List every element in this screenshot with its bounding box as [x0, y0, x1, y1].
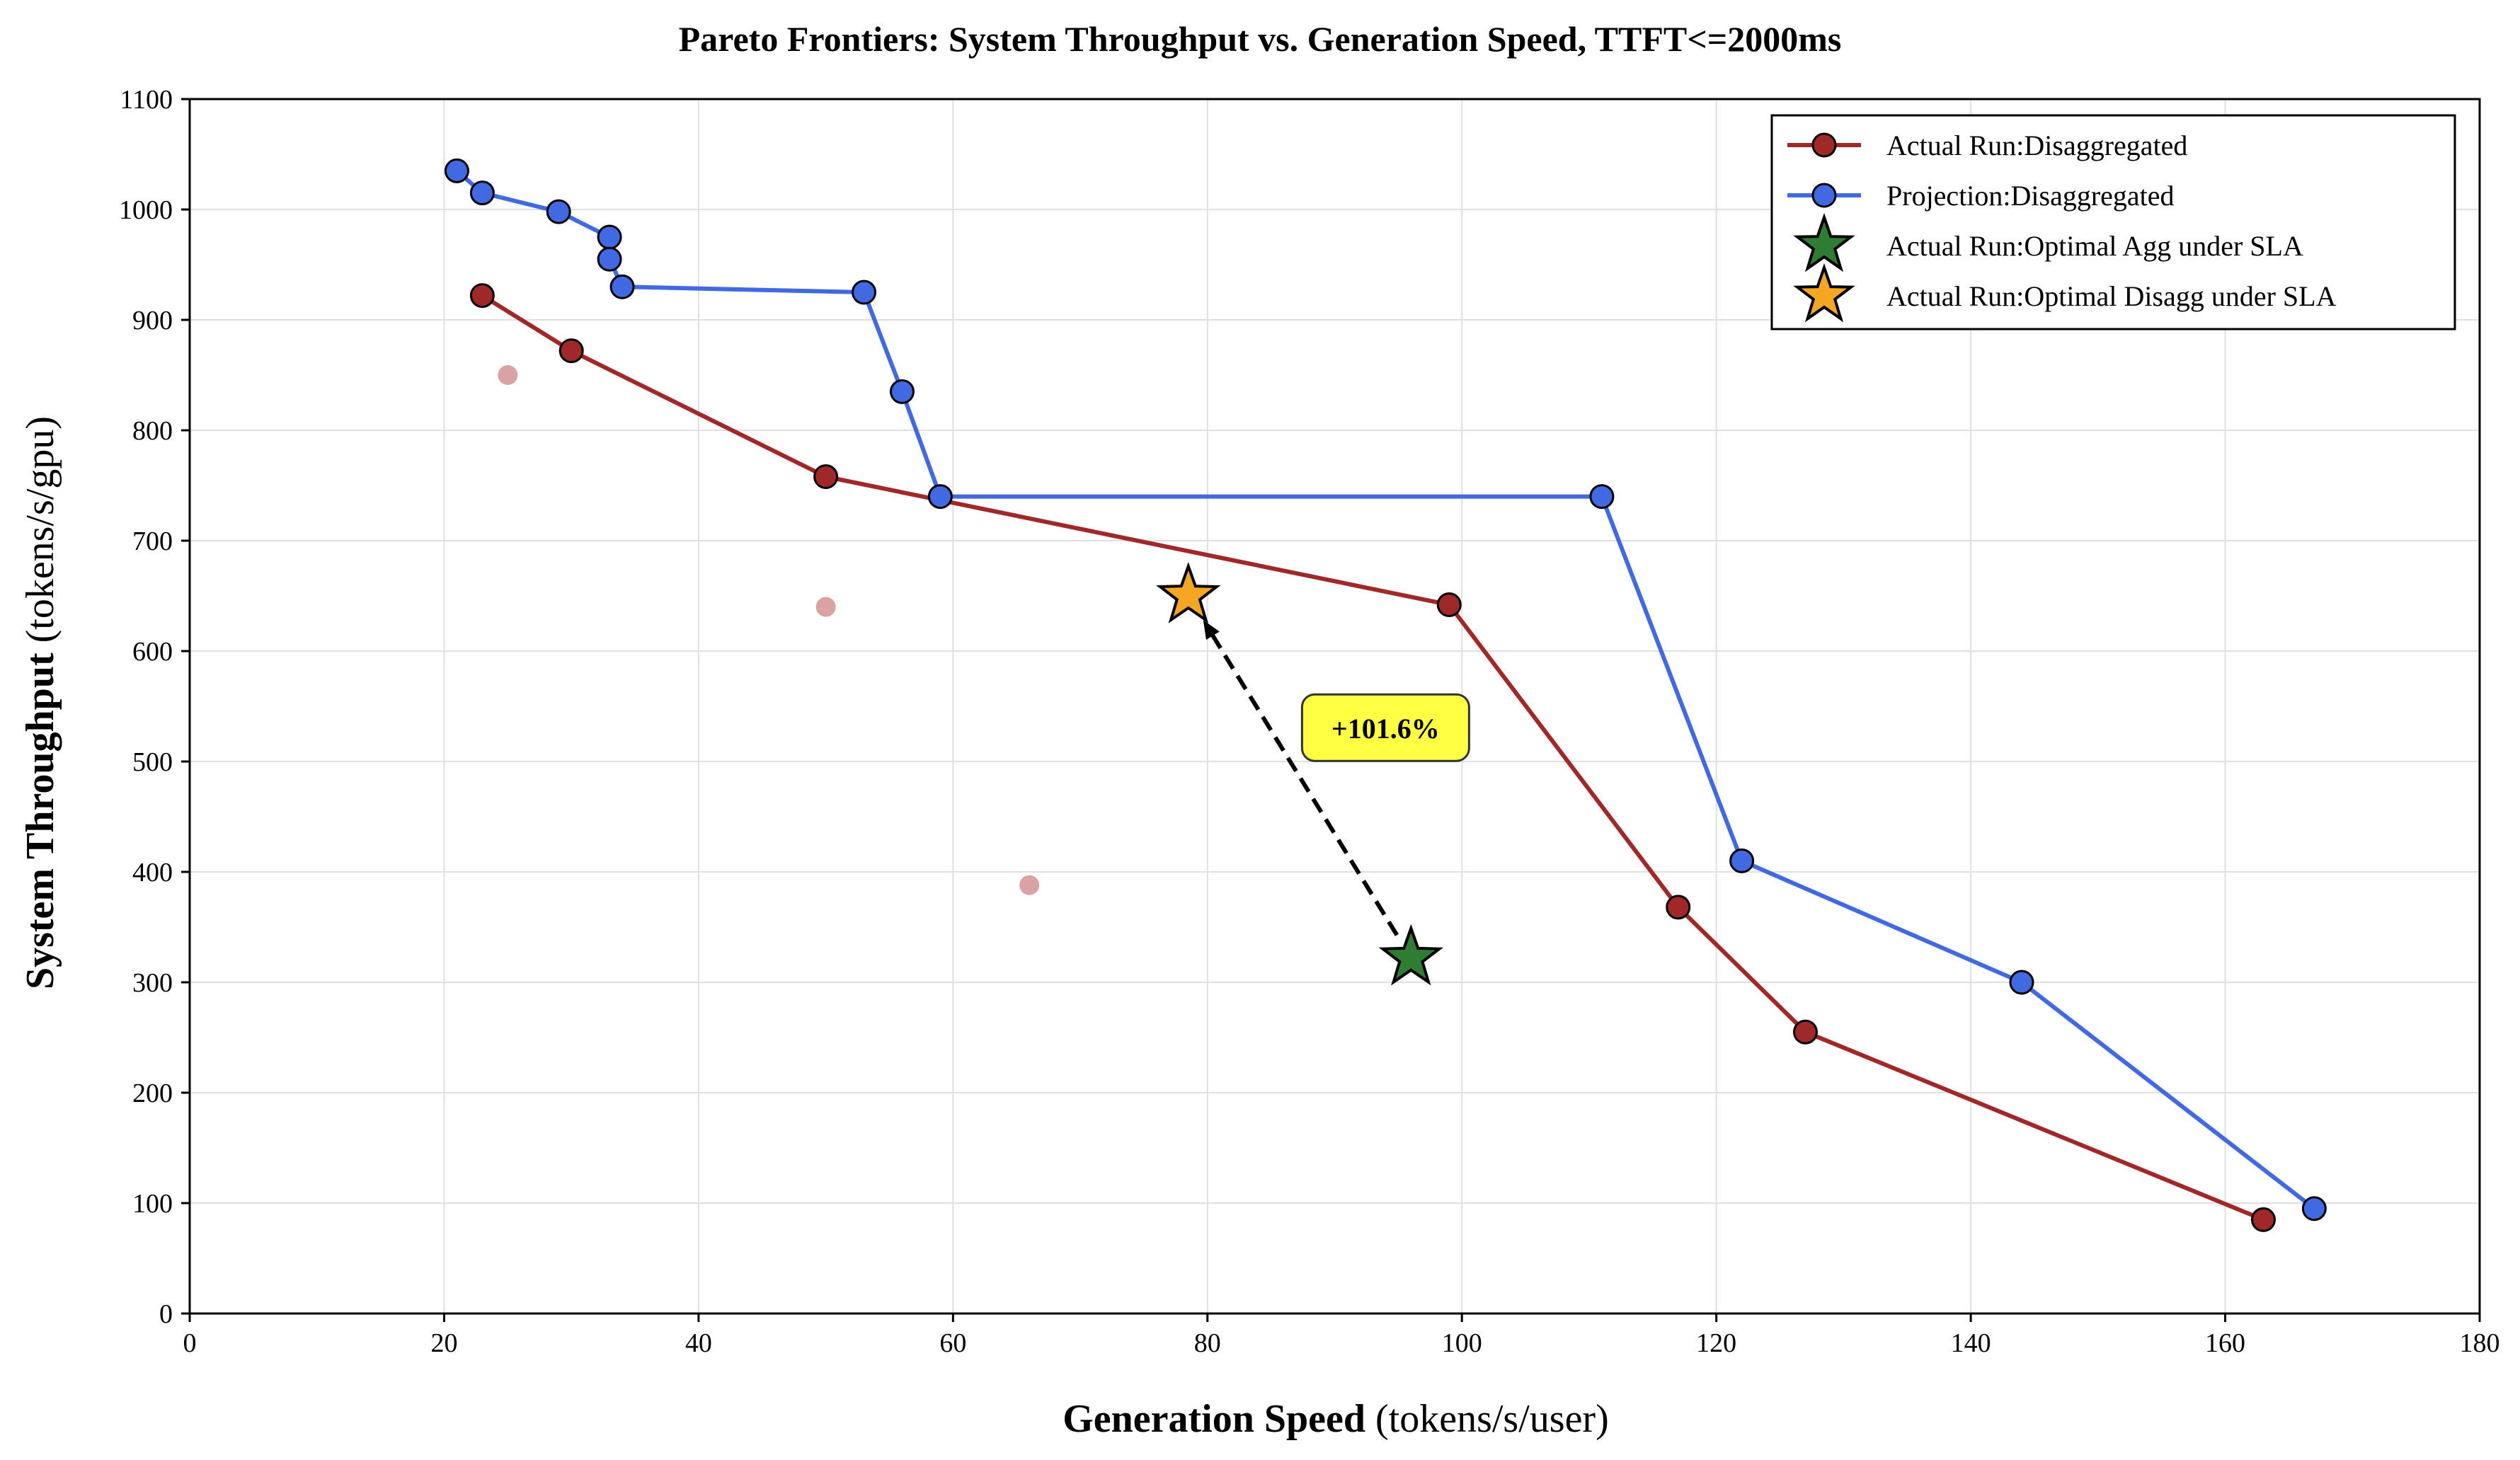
x-tick-label: 120	[1696, 1328, 1736, 1358]
x-tick-label: 60	[939, 1328, 966, 1358]
y-tick-label: 600	[132, 637, 173, 667]
data-point	[927, 484, 953, 510]
data-point	[597, 224, 622, 250]
x-axis-label: Generation Speed (tokens/s/user)	[1063, 1397, 1608, 1441]
legend-swatch-marker	[1811, 183, 1837, 208]
data-point	[2301, 1196, 2327, 1222]
annotation-arrow-shaft	[1206, 627, 1399, 936]
data-point	[469, 180, 495, 206]
data-point	[546, 199, 571, 224]
tick-layer: 0 20 40 60 80 100 120 140 160 180 0 100 200 300 400 500…	[119, 85, 2500, 1358]
data-point	[852, 280, 877, 305]
x-tick-label: 160	[2205, 1328, 2245, 1358]
annotation-layer: +101.6%	[1203, 620, 1470, 936]
x-tick-label: 80	[1194, 1328, 1221, 1358]
series-layer	[444, 158, 2327, 1232]
x-axis-label-rest: (tokens/s/user)	[1375, 1397, 1609, 1441]
y-axis-label-bold: System Throughput	[18, 653, 62, 989]
annotation-label: +101.6%	[1331, 713, 1440, 745]
y-tick-label: 1000	[119, 195, 173, 225]
y-tick-label: 900	[132, 306, 173, 335]
annotation-arrow-head	[1203, 620, 1220, 640]
y-tick-label: 400	[132, 858, 173, 887]
data-point	[609, 274, 635, 299]
legend-label: Actual Run:Optimal Disagg under SLA	[1886, 280, 2337, 312]
x-tick-label: 180	[2460, 1328, 2500, 1358]
chart-title: Pareto Frontiers: System Throughput vs. …	[679, 19, 1842, 59]
legend: Actual Run:Disaggregated Projection:Disag…	[1770, 114, 2456, 330]
data-point	[444, 158, 469, 183]
data-point	[469, 283, 495, 309]
data-point	[1792, 1019, 1818, 1045]
y-tick-label: 100	[132, 1189, 173, 1219]
legend-box	[1770, 114, 2456, 330]
legend-swatch-star	[1793, 212, 1855, 272]
background-point	[1019, 875, 1040, 895]
legend-label: Actual Run:Optimal Agg under SLA	[1886, 230, 2303, 262]
x-tick-label: 140	[1951, 1328, 1991, 1358]
annotation-box	[1300, 693, 1470, 762]
data-point	[1436, 592, 1462, 617]
y-tick-label: 700	[132, 527, 173, 556]
data-point	[813, 464, 839, 490]
plot-frame	[188, 98, 2481, 1315]
data-point	[559, 338, 584, 364]
x-axis-label-bold: Generation Speed	[1063, 1397, 1365, 1441]
star-marker	[1156, 562, 1221, 623]
data-point	[2009, 970, 2034, 995]
legend-label: Projection:Disaggregated	[1886, 180, 2175, 212]
data-point	[889, 379, 915, 404]
background-point	[498, 365, 518, 385]
y-tick-label: 300	[132, 968, 173, 998]
y-tick-label: 0	[159, 1299, 173, 1329]
data-point	[1666, 895, 1691, 920]
y-tick-label: 500	[132, 747, 173, 777]
x-tick-label: 100	[1442, 1328, 1482, 1358]
y-tick-label: 800	[132, 416, 173, 446]
data-point	[2250, 1207, 2276, 1232]
background-point	[815, 597, 836, 617]
legend-swatch-star	[1793, 263, 1855, 323]
x-tick-label: 0	[183, 1328, 197, 1358]
x-tick-label: 20	[430, 1328, 457, 1358]
y-axis-label-rest: (tokens/s/gpu)	[18, 416, 62, 643]
x-tick-label: 40	[685, 1328, 712, 1358]
y-tick-label: 1100	[120, 85, 173, 115]
data-point	[1729, 848, 1755, 873]
star-marker	[1378, 924, 1444, 986]
y-tick-label: 200	[132, 1079, 173, 1108]
legend-swatch-marker	[1811, 132, 1837, 158]
data-point	[1589, 484, 1615, 510]
data-point	[597, 246, 622, 272]
legend-label: Actual Run:Disaggregated	[1886, 130, 2187, 161]
y-axis-label: System Throughput (tokens/s/gpu)	[18, 416, 62, 989]
